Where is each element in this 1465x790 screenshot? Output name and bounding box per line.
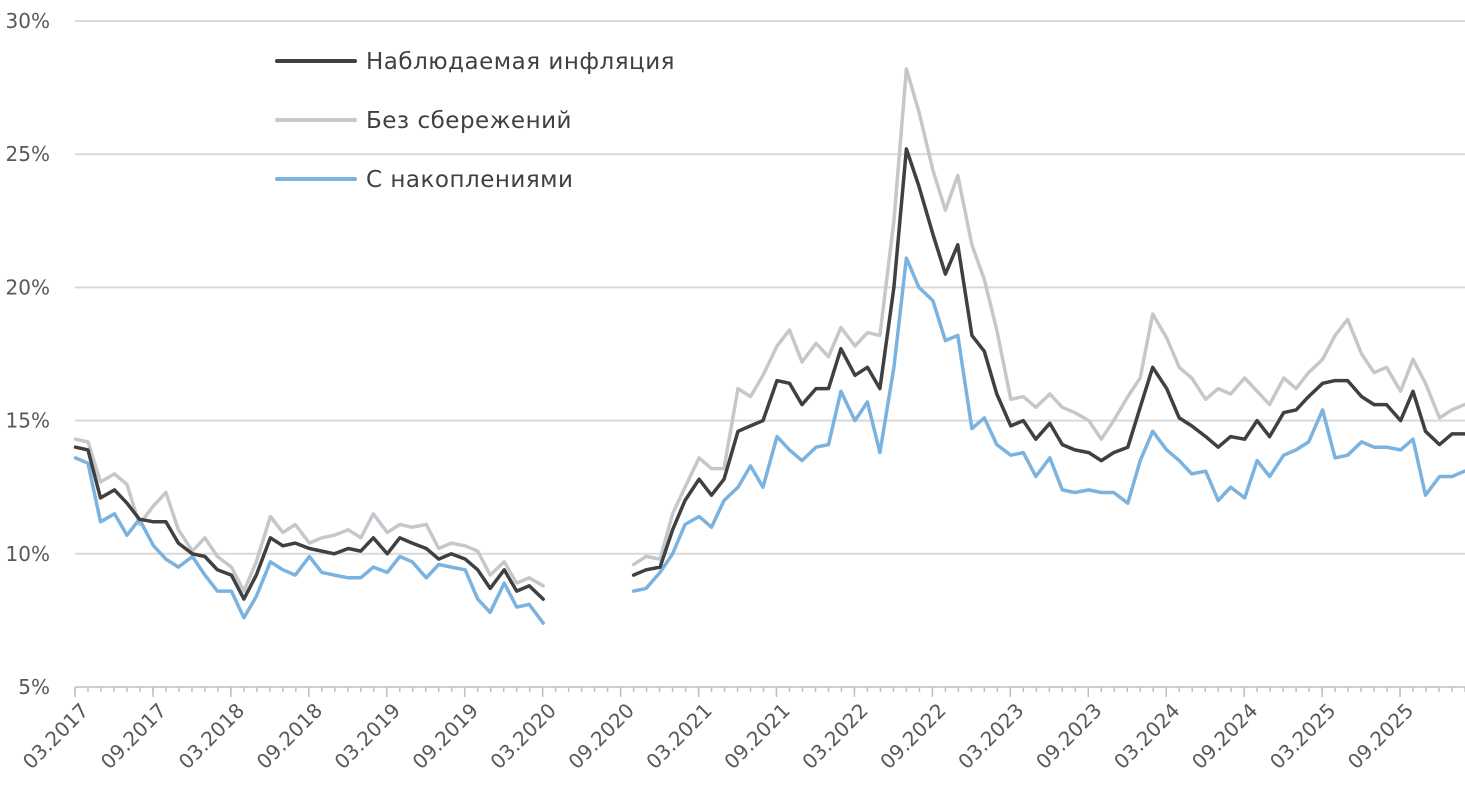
x-tick-label: 09.2022 [875,698,950,773]
x-tick-label: 09.2024 [1187,698,1262,773]
legend-label: Без сбережений [366,108,572,134]
y-tick-label: 15% [6,409,50,433]
legend-label: Наблюдаемая инфляция [366,49,675,75]
legend-label: С накоплениями [366,167,573,193]
y-tick-label: 30% [6,9,50,33]
y-tick-label: 20% [6,275,50,299]
x-tick-label: 09.2023 [1031,698,1106,773]
x-tick-label: 03.2021 [641,698,716,773]
series-line-2 [73,456,545,625]
series-lines [73,67,1465,625]
x-tick-label: 03.2018 [174,698,249,773]
series-line-1 [631,67,1465,567]
x-tick-label: 03.2020 [485,698,560,773]
x-tick-label: 03.2019 [330,698,405,773]
y-tick-label: 5% [18,675,50,699]
x-tick-label: 09.2021 [719,698,794,773]
series-line-1 [73,437,545,593]
x-tick-label: 03.2024 [1109,698,1184,773]
x-tick-label: 09.2017 [96,698,171,773]
legend: Наблюдаемая инфляция Без сбережений С нако… [275,49,675,193]
x-tick-label: 09.2020 [563,698,638,773]
x-tick-label: 03.2025 [1265,698,1340,773]
x-tick-label: 09.2025 [1343,698,1418,773]
gridlines [75,20,1465,555]
x-tick-label: 03.2023 [953,698,1028,773]
y-tick-label: 25% [6,142,50,166]
x-tick-label: 03.2017 [18,698,93,773]
series-line-2 [631,256,1465,593]
y-axis-tick-labels: 5% 10% 15% 20% 25% 30% [6,9,50,699]
x-axis: 03.2017 09.2017 03.2018 09.2018 03.2019 09.20… [18,686,1465,774]
x-tick-label: 09.2019 [408,698,483,773]
x-tick-label: 03.2022 [797,698,872,773]
x-tick-label: 09.2018 [252,698,327,773]
series-line-0 [631,147,1465,577]
y-tick-label: 10% [6,542,50,566]
series-line-0 [73,445,545,601]
